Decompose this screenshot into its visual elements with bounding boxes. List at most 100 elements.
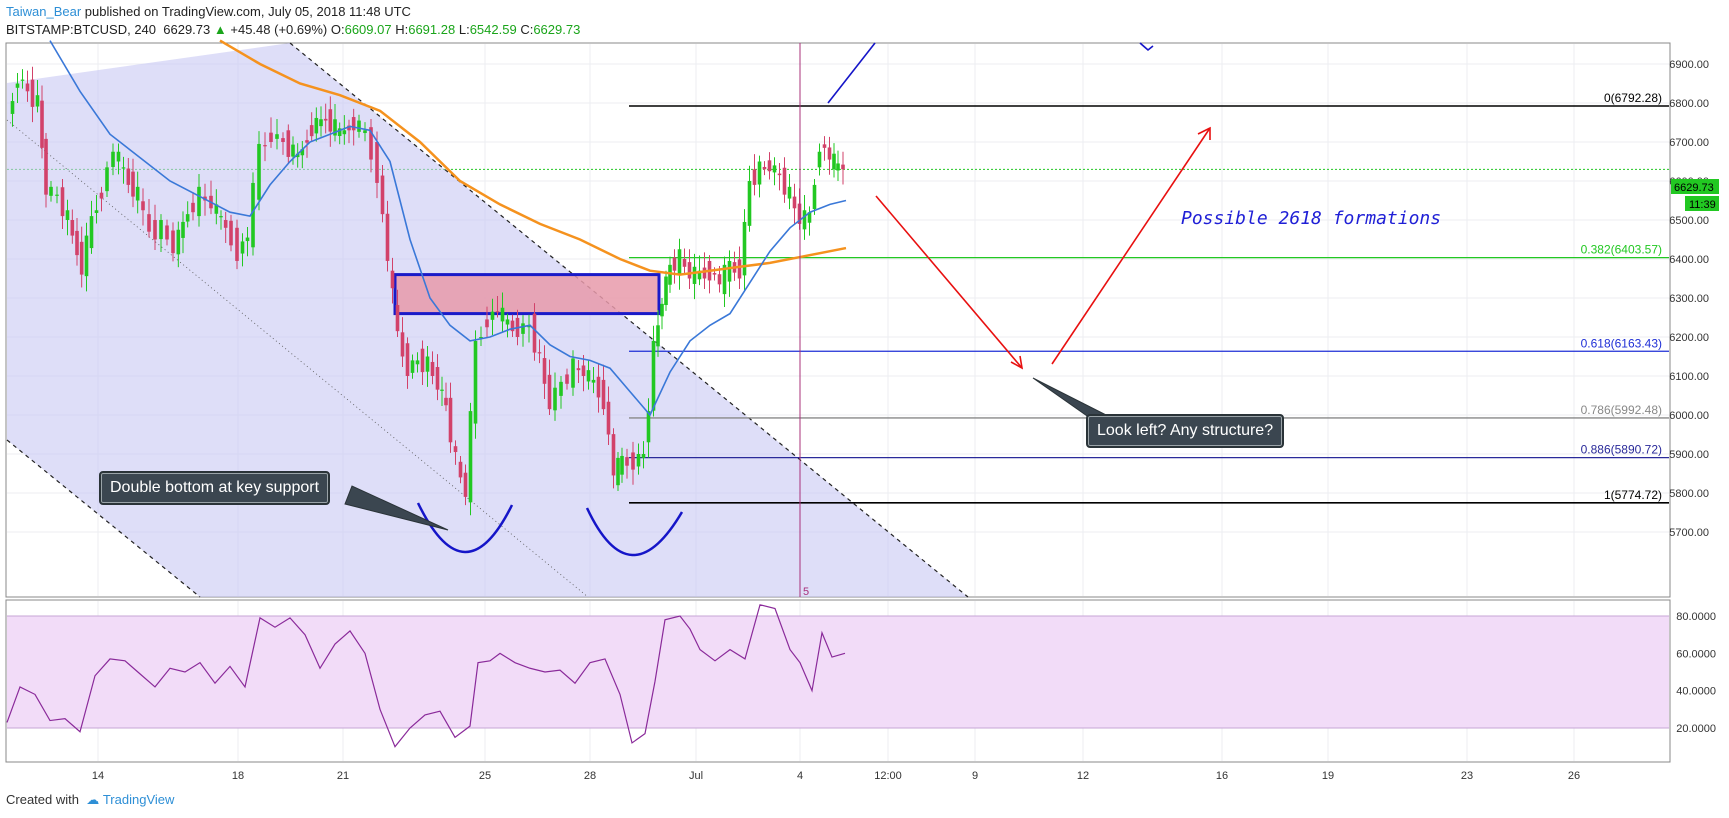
candle-body: [395, 305, 400, 332]
price-axis[interactable]: 6900.006800.006700.006600.006500.006400.…: [1669, 59, 1709, 539]
candle-body: [817, 151, 822, 168]
candle-body: [807, 212, 812, 223]
candle-body: [787, 186, 792, 199]
ma-fast-line: [49, 40, 847, 417]
oscillator-axis[interactable]: 80.0000 60.0000 40.0000 20.0000: [1676, 611, 1716, 735]
candle-body: [435, 367, 440, 390]
candle-body: [712, 273, 717, 275]
candle-body: [351, 117, 356, 131]
candle-body: [44, 138, 48, 195]
close-value: 6629.73: [533, 22, 581, 37]
candle-body: [792, 196, 797, 209]
up-arrow-icon: ▲: [213, 22, 227, 37]
author-link[interactable]: Taiwan_Bear: [6, 4, 82, 19]
candle-body: [682, 259, 687, 267]
chart-header: Taiwan_Bear published on TradingView.com…: [0, 0, 1729, 42]
candle-body: [153, 220, 157, 240]
candle-body: [547, 374, 552, 410]
price-tick-label: 6900.00: [1669, 59, 1709, 71]
candle-body: [357, 120, 361, 132]
candle-body: [390, 270, 395, 289]
tradingview-logo-icon: ☁: [86, 792, 100, 807]
rsi-line-layer: [6, 604, 846, 748]
candle-body: [722, 264, 727, 295]
rsi-line: [6, 604, 846, 748]
candle-body: [742, 221, 747, 276]
candle-body: [827, 147, 832, 160]
price-tick-label: 6400.00: [1669, 254, 1709, 266]
candle-body: [625, 457, 629, 466]
double-bottom-callout: Double bottom at key support: [99, 471, 331, 505]
candle-body: [94, 210, 99, 213]
tradingview-link[interactable]: TradingView: [102, 792, 175, 807]
candle-body: [510, 320, 515, 332]
fib-label-0.786: 0.786(5992.48): [1581, 403, 1662, 417]
time-axis[interactable]: 14 18 21 25 28 Jul 4 12:00 9 12 16 19 23 26: [92, 770, 1580, 782]
oscillator-tick-label: 20.0000: [1676, 723, 1716, 735]
candle-body: [105, 167, 109, 192]
time-tick-label: 23: [1461, 770, 1473, 782]
candle-body: [257, 143, 261, 200]
candle-body: [656, 325, 660, 347]
candle-body: [400, 332, 405, 357]
candle-body: [841, 164, 845, 170]
ohlc-line: BITSTAMP:BTCUSD, 240 6629.73 ▲ +45.48 (+…: [6, 22, 580, 37]
time-tick-label: 14: [92, 770, 104, 782]
candle-body: [453, 446, 458, 453]
time-tick-label: 19: [1322, 770, 1334, 782]
candle-body: [767, 160, 772, 172]
channel-upper-line: [289, 42, 969, 598]
candle-body: [737, 259, 742, 279]
candle-body: [822, 144, 827, 148]
candle-body: [171, 230, 175, 254]
candle-body: [159, 220, 163, 240]
candle-body: [646, 411, 651, 443]
time-tick-label: 16: [1216, 770, 1228, 782]
fib-label-1: 1(5774.72): [1604, 488, 1662, 502]
candle-body: [495, 311, 500, 313]
channel-lower-line: [6, 439, 201, 598]
candle-body: [668, 264, 672, 285]
candle-body: [410, 360, 415, 373]
candle-body: [692, 266, 697, 284]
time-tick-label: 21: [337, 770, 349, 782]
candle-body: [75, 230, 79, 256]
candle-body: [591, 379, 596, 383]
candle-body: [176, 229, 181, 255]
candle-body: [782, 167, 787, 195]
resistance-zone: [393, 273, 661, 316]
blue-trend-line: [827, 42, 876, 104]
candle-body: [89, 216, 94, 249]
price-tick-label: 6100.00: [1669, 371, 1709, 383]
candle-body: [333, 119, 337, 136]
candle-body: [314, 117, 319, 134]
double-bottom-right-arc: [585, 507, 684, 557]
candle-body: [235, 227, 239, 261]
candle-body: [636, 454, 641, 467]
candle-body: [620, 455, 624, 475]
candle-body: [687, 262, 692, 279]
candle-body: [291, 144, 295, 157]
price-tick-label: 6200.00: [1669, 332, 1709, 344]
oscillator-tick-label: 60.0000: [1676, 648, 1716, 660]
candle-body: [672, 257, 677, 271]
candle-body: [473, 340, 478, 424]
vertical-marker-label: 5: [803, 586, 809, 598]
candle-body: [485, 319, 489, 328]
candle-body: [641, 454, 646, 458]
candle-body: [586, 370, 591, 382]
candle-body: [328, 109, 333, 132]
candle-body: [565, 374, 569, 384]
rsi-band: [7, 616, 1669, 728]
candle-body: [448, 397, 453, 443]
price-tick-label: 5900.00: [1669, 449, 1709, 461]
candle-body: [505, 319, 510, 325]
candle-body: [25, 83, 30, 92]
candle-body: [135, 186, 140, 201]
time-tick-label: 12:00: [874, 770, 902, 782]
candle-body: [405, 343, 410, 376]
candle-body: [500, 307, 505, 322]
candle-body: [141, 201, 145, 211]
candle-body: [197, 186, 201, 217]
